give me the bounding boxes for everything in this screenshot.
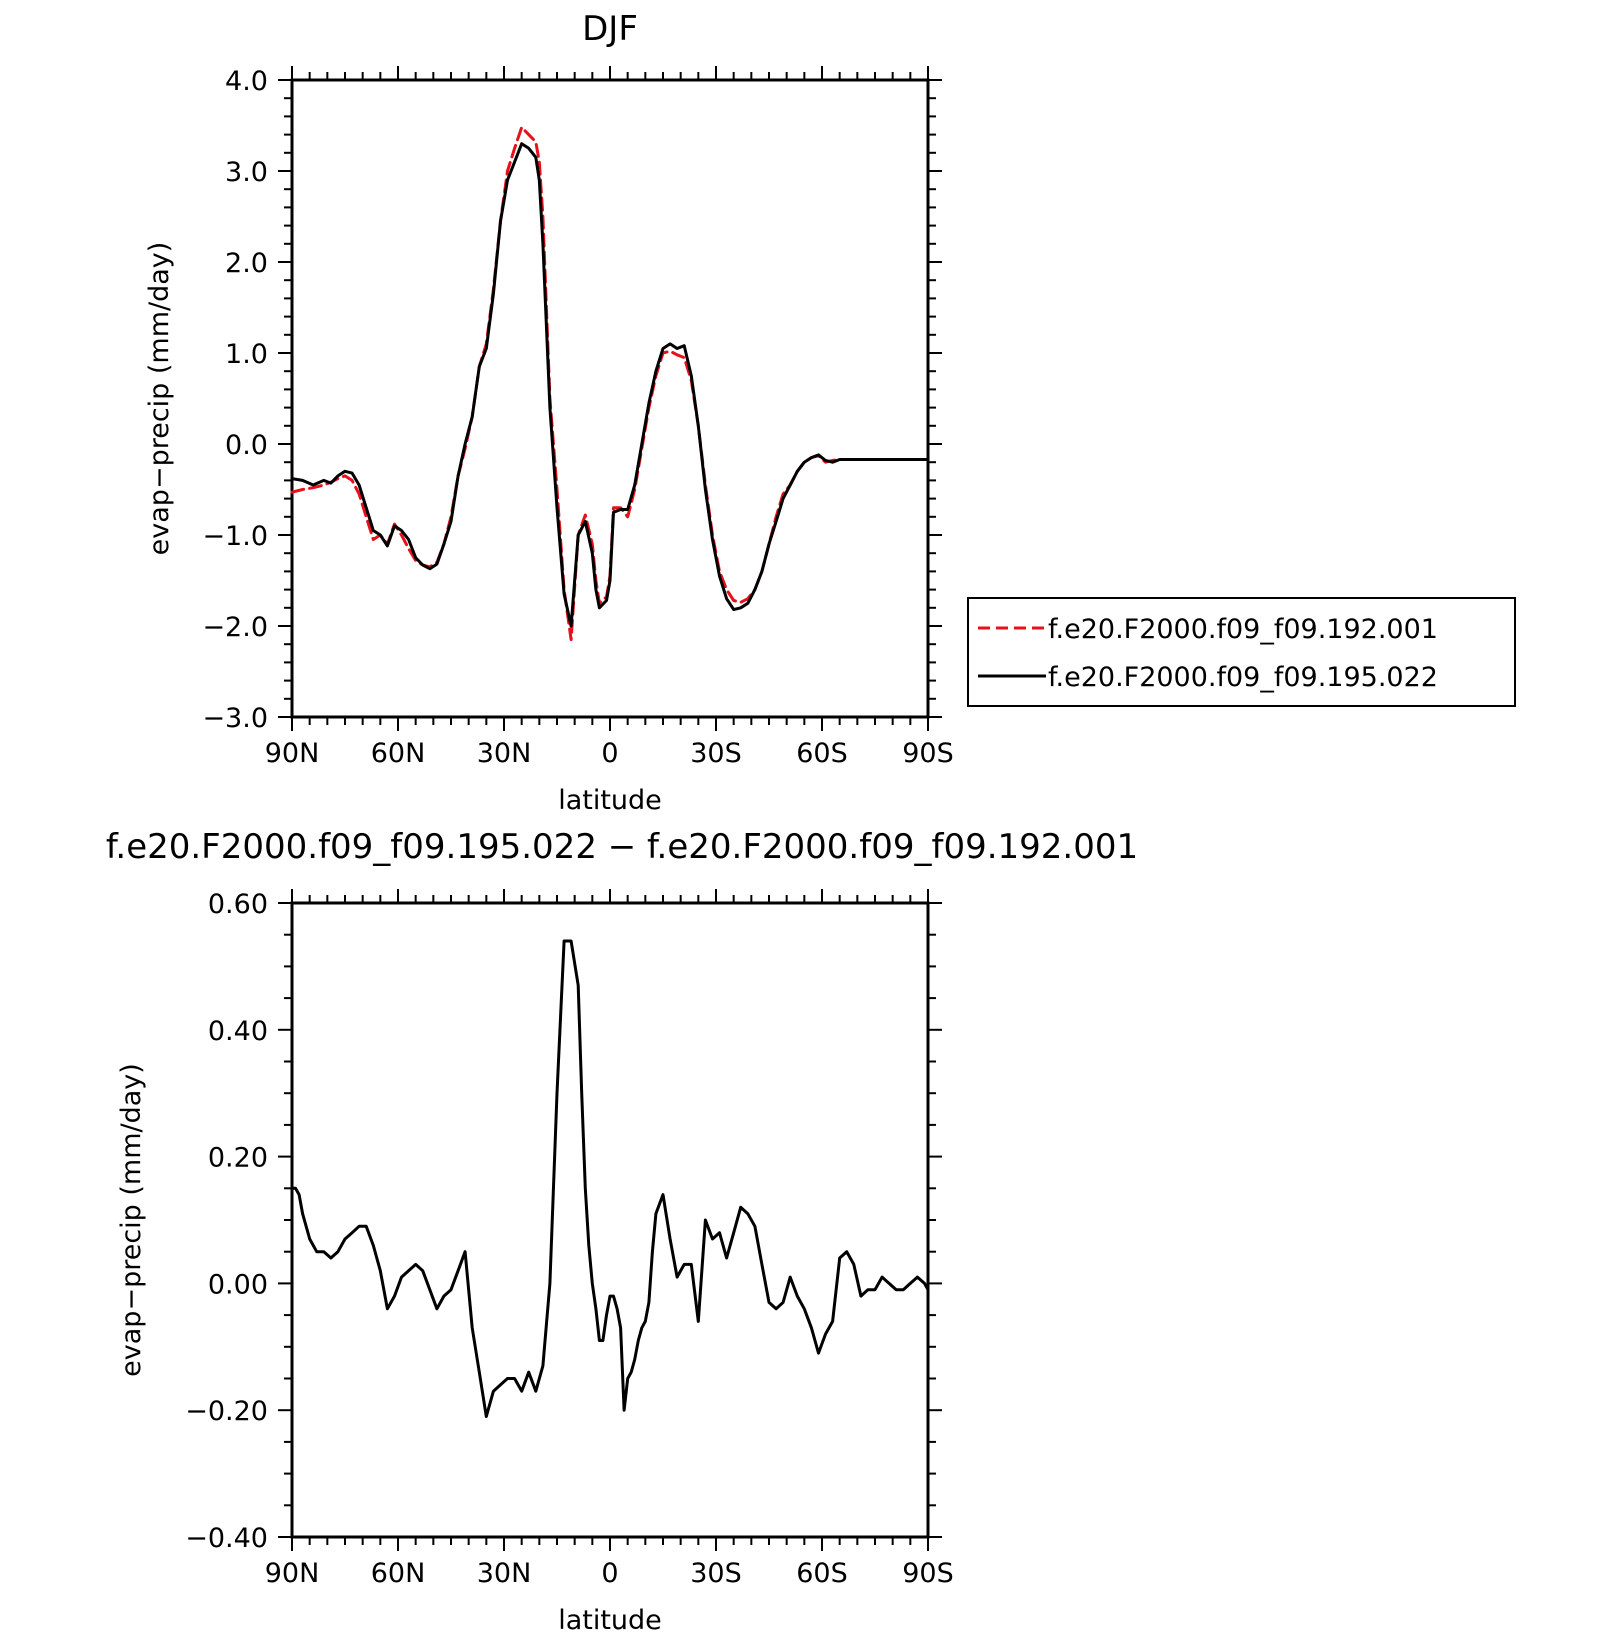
y-tick-label: 2.0 [225,248,268,279]
x-tick-label: 60S [796,738,848,769]
legend: f.e20.F2000.f09_f09.192.001 f.e20.F2000.f… [967,597,1516,707]
chart-title: f.e20.F2000.f09_f09.195.022 − f.e20.F200… [106,827,1138,867]
x-tick-label: 90N [265,1558,320,1589]
x-tick-label: 30S [690,738,742,769]
y-tick-label: −0.20 [185,1396,268,1427]
y-tick-label: 0.0 [225,430,268,461]
y-tick-label: −0.40 [185,1523,268,1554]
y-tick-label: −1.0 [202,521,268,552]
legend-box [967,597,1516,707]
plot-frame [290,901,930,1539]
chart-title: DJF [582,9,638,49]
x-tick-label: 0 [601,1558,618,1589]
chart-bottom-difference: f.e20.F2000.f09_f09.195.022 − f.e20.F200… [106,827,1138,1635]
series-line-1 [290,142,930,628]
x-axis-label: latitude [558,785,662,816]
y-tick-label: 0.40 [208,1016,268,1047]
y-tick-label: 1.0 [225,339,268,370]
y-tick-label: −3.0 [202,703,268,734]
x-tick-label: 60N [371,738,426,769]
chart-top-djf: DJF 90N 60N 30N 0 30S 60S 90S 4.0 3.0 2.0 1.0 0.0 −1.… [144,9,954,816]
x-axis-label: latitude [558,1605,662,1635]
x-tick-label: 90N [265,738,320,769]
x-tick-label: 30N [477,738,532,769]
y-tick-label: 4.0 [225,66,268,97]
plot-frame [290,78,930,719]
y-tick-label: 3.0 [225,157,268,188]
y-tick-label: 0.00 [208,1269,268,1300]
x-tick-label: 90S [902,738,954,769]
y-tick-label: −2.0 [202,612,268,643]
series-line-0 [290,939,930,1418]
x-tick-label: 30N [477,1558,532,1589]
legend-label-1: f.e20.F2000.f09_f09.195.022 [1048,662,1438,693]
y-tick-label: 0.20 [208,1143,268,1174]
y-axis-label: evap−precip (mm/day) [116,1063,147,1377]
x-tick-label: 30S [690,1558,742,1589]
legend-label-0: f.e20.F2000.f09_f09.192.001 [1048,614,1438,645]
y-tick-label: 0.60 [208,889,268,920]
x-tick-label: 60N [371,1558,426,1589]
y-axis-label: evap−precip (mm/day) [144,242,175,556]
x-tick-label: 90S [902,1558,954,1589]
x-tick-label: 60S [796,1558,848,1589]
x-tick-label: 0 [601,738,618,769]
